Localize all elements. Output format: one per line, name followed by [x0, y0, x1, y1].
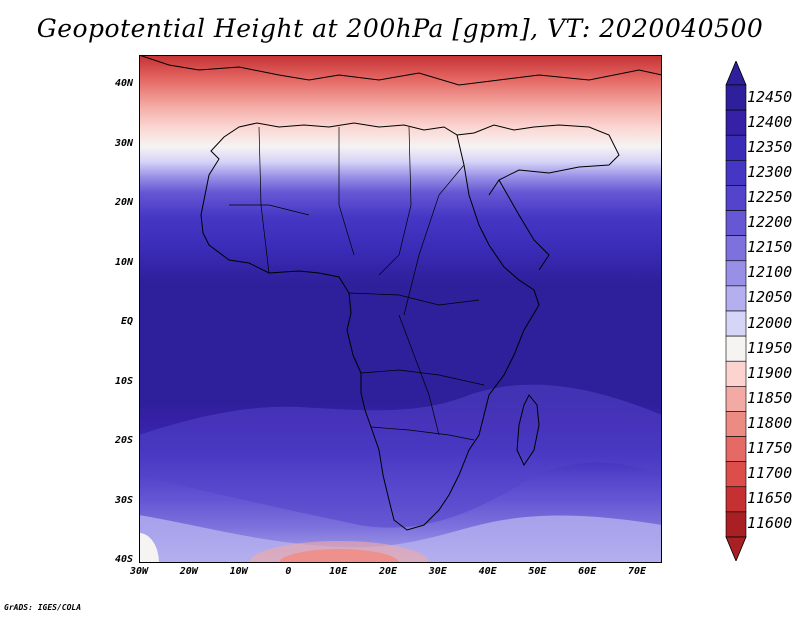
colorbar-swatch — [725, 511, 747, 538]
colorbar-level-label: 12450 — [747, 87, 793, 106]
colorbar-level-label: 12200 — [747, 213, 793, 232]
map-panel — [139, 55, 662, 563]
lon-tick-label: 20E — [378, 566, 398, 577]
colorbar-level-label: 11850 — [747, 388, 793, 407]
colorbar-level-label: 12000 — [747, 313, 793, 332]
colorbar-swatch — [725, 486, 747, 513]
colorbar-swatch — [725, 160, 747, 186]
colorbar-swatch — [725, 285, 747, 312]
colorbar-level-label: 11700 — [747, 464, 793, 483]
colorbar-bottom-arrow — [725, 536, 747, 561]
colorbar-level-label: 11800 — [747, 414, 793, 432]
colorbar-swatch — [725, 84, 747, 111]
colorbar-swatch — [725, 109, 747, 136]
colorbar-level-label: 12150 — [747, 238, 793, 257]
coastlines — [139, 55, 662, 531]
colorbar-level-label: 12050 — [747, 288, 793, 307]
lat-tick-label: EQ — [120, 316, 133, 327]
colorbar-top-arrow — [725, 61, 747, 86]
colorbar-swatch — [725, 235, 747, 262]
colorbar-level-label: 11950 — [747, 338, 793, 357]
lat-tick-label: 30N — [114, 137, 133, 149]
colorbar-swatch — [725, 310, 747, 337]
colorbar-swatch — [725, 260, 747, 287]
lat-tick-label: 40S — [114, 554, 133, 565]
credit-label: GrADS: IGES/COLA — [4, 603, 82, 612]
map-frame — [139, 55, 662, 563]
lon-tick-label: 10E — [329, 566, 348, 577]
colorbar-swatch — [725, 185, 747, 211]
colorbar-level-label: 11650 — [747, 489, 793, 508]
colorbar-level-label: 12250 — [747, 188, 793, 206]
lat-tick-label: 20N — [114, 197, 133, 208]
south-low-ring — [249, 541, 429, 563]
colorbar-swatch — [725, 210, 747, 236]
colorbar-level-label: 12350 — [747, 137, 793, 156]
colorbar-swatch — [725, 360, 747, 387]
lon-tick-label: 70E — [627, 566, 647, 577]
colorbar-swatch — [725, 335, 747, 362]
lat-tick-label: 40N — [114, 78, 133, 89]
lon-tick-label: 40E — [478, 566, 497, 577]
colorbar-level-label: 12300 — [747, 162, 793, 181]
lon-tick-label: 50E — [528, 566, 547, 577]
colorbar-level-label: 12400 — [747, 112, 793, 131]
lat-tick-label: 20S — [114, 435, 133, 446]
colorbar — [725, 61, 747, 561]
plot-title: Geopotential Height at 200hPa [gpm], VT:… — [36, 14, 764, 43]
lon-tick-label: 10W — [229, 566, 248, 577]
country-borders — [229, 126, 485, 441]
lon-tick-label: 60E — [578, 566, 597, 577]
colorbar-swatch — [725, 134, 747, 161]
colorbar-swatch — [725, 461, 747, 488]
colorbar-swatch — [725, 386, 747, 412]
lon-tick-label: 0 — [285, 566, 292, 577]
lat-tick-label: 10S — [114, 375, 133, 387]
lon-tick-label: 30W — [129, 566, 149, 577]
lat-tick-label: 30S — [114, 494, 133, 506]
lon-tick-label: 30E — [428, 566, 447, 577]
lat-tick-label: 10N — [114, 256, 133, 268]
colorbar-level-label: 11600 — [747, 514, 793, 533]
colorbar-swatch — [725, 436, 747, 462]
southwest-corner-low — [139, 533, 159, 563]
colorbar-level-label: 12100 — [747, 263, 793, 282]
colorbar-swatch — [725, 411, 747, 437]
colorbar-level-label: 11750 — [747, 439, 793, 458]
lon-tick-label: 20W — [179, 566, 198, 577]
south-trough-contour — [139, 384, 662, 528]
colorbar-level-label: 11900 — [747, 363, 793, 382]
